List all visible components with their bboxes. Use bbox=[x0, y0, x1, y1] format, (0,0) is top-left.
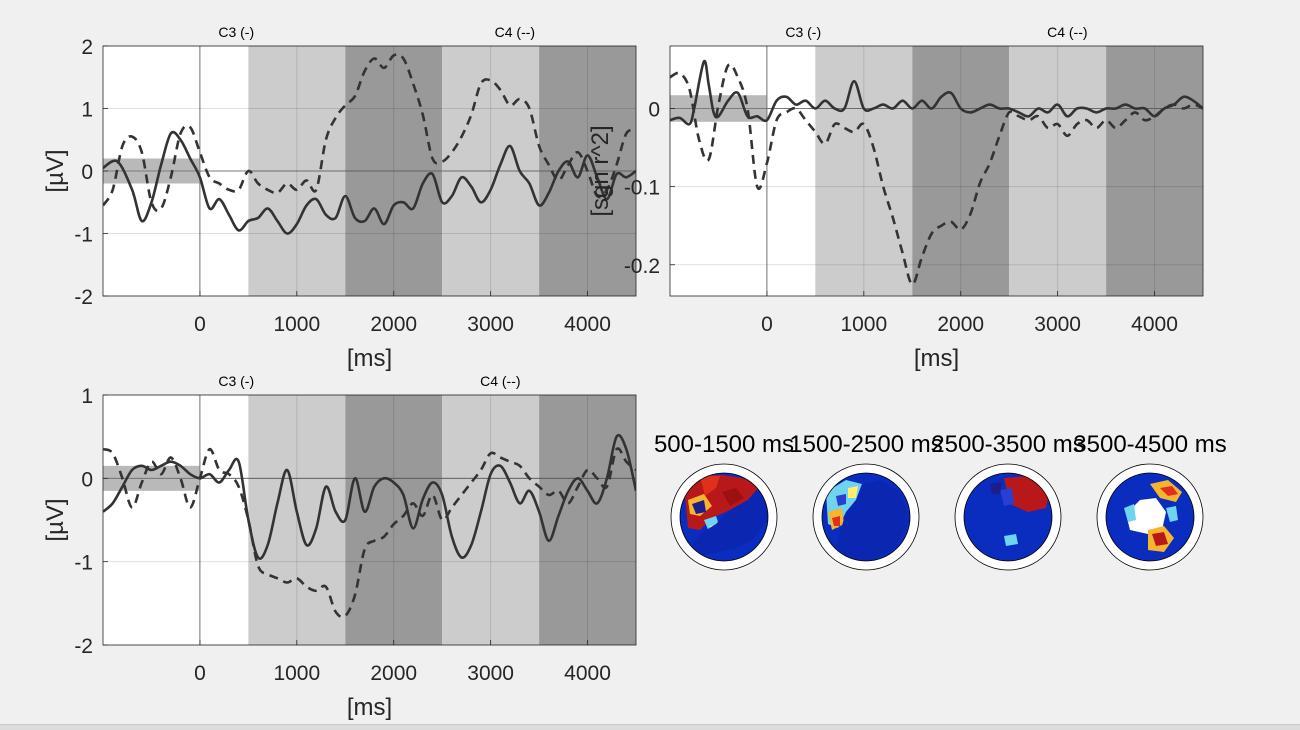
y-tick-label: 2 bbox=[81, 36, 93, 59]
scalp-topography bbox=[1106, 473, 1194, 561]
scalp-map-title: 3500-4500 ms bbox=[1073, 431, 1226, 458]
interval-shading bbox=[442, 395, 540, 645]
x-tick-label: 1000 bbox=[840, 313, 887, 336]
channel-label: C4 (--) bbox=[480, 373, 520, 389]
x-axis-label: [ms] bbox=[347, 345, 392, 372]
y-tick-label: 0 bbox=[81, 468, 93, 491]
interval-shading bbox=[912, 46, 1010, 296]
x-tick-label: 0 bbox=[194, 313, 206, 336]
x-tick-label: 4000 bbox=[1131, 313, 1178, 336]
erp-plot-bottom-left: 0 1000 2000 3000 4000 1 0 -1 -2 C3 (-) C4 (--) [ms]… bbox=[42, 373, 637, 721]
scalp-map-1: 500-1500 ms bbox=[654, 431, 794, 571]
scalp-map-3: 2500-3500 ms bbox=[931, 431, 1085, 571]
x-axis-label: [ms] bbox=[914, 345, 959, 372]
x-tick-label: 2000 bbox=[937, 313, 984, 336]
series-line-c3-solid bbox=[670, 59, 1203, 126]
scalp-map-title: 2500-3500 ms bbox=[931, 431, 1084, 458]
y-axis-label: [µV] bbox=[42, 498, 69, 541]
x-tick-label: 2000 bbox=[370, 313, 417, 336]
scalp-map-title: 1500-2500 ms bbox=[789, 431, 942, 458]
y-tick-label: -2 bbox=[74, 635, 93, 658]
y-tick-label: -0.1 bbox=[624, 177, 660, 200]
y-tick-label: -1 bbox=[74, 224, 93, 247]
x-tick-label: 0 bbox=[194, 662, 206, 685]
channel-label: C4 (--) bbox=[1047, 24, 1087, 40]
x-tick-label: 3000 bbox=[1034, 313, 1081, 336]
y-tick-label: 0 bbox=[81, 161, 93, 184]
scalp-topography bbox=[964, 473, 1052, 561]
interval-shading bbox=[1009, 46, 1107, 296]
x-tick-label: 0 bbox=[761, 313, 773, 336]
erp-plot-top-left: 0 1000 2000 3000 4000 2 1 0 -1 -2 C3 (-) C4 (--) [ms… bbox=[42, 24, 637, 372]
plot-frame bbox=[669, 45, 1204, 297]
x-tick-label: 4000 bbox=[564, 662, 611, 685]
series-line-c3-solid bbox=[103, 434, 636, 560]
x-tick-label: 3000 bbox=[467, 313, 514, 336]
interval-shading bbox=[248, 395, 346, 645]
y-axis-label: [sgn r^2] bbox=[587, 125, 614, 216]
channel-label: C3 (-) bbox=[218, 24, 254, 40]
series-line-c4-dashed bbox=[103, 447, 636, 619]
scalp-map-2: 1500-2500 ms bbox=[789, 431, 943, 571]
plot-frame bbox=[102, 394, 637, 646]
x-tick-label: 3000 bbox=[467, 662, 514, 685]
scalp-topography bbox=[680, 473, 768, 561]
x-tick-label: 1000 bbox=[273, 662, 320, 685]
channel-label: C3 (-) bbox=[785, 24, 821, 40]
interval-shading bbox=[1106, 46, 1203, 296]
y-axis-label: [µV] bbox=[42, 149, 69, 192]
scalp-map-title: 500-1500 ms bbox=[654, 431, 794, 458]
x-axis-label: [ms] bbox=[347, 694, 392, 721]
series-line-c4-dashed bbox=[670, 63, 1203, 286]
x-tick-label: 1000 bbox=[273, 313, 320, 336]
y-tick-label: 1 bbox=[81, 385, 93, 408]
y-tick-label: -1 bbox=[74, 552, 93, 575]
scalp-maps-panel: 500-1500 ms 1500-2500 ms bbox=[654, 431, 1227, 571]
scalp-topography bbox=[822, 473, 910, 561]
channel-label: C4 (--) bbox=[495, 24, 535, 40]
series-line-c3-solid bbox=[103, 130, 636, 235]
y-tick-label: 0 bbox=[648, 99, 660, 122]
y-tick-label: 1 bbox=[81, 99, 93, 122]
scalp-map-4: 3500-4500 ms bbox=[1073, 431, 1227, 571]
y-tick-label: -0.2 bbox=[624, 255, 660, 278]
x-tick-label: 2000 bbox=[370, 662, 417, 685]
interval-shading bbox=[345, 395, 443, 645]
channel-label: C3 (-) bbox=[218, 373, 254, 389]
interval-shading bbox=[815, 46, 913, 296]
x-tick-label: 4000 bbox=[564, 313, 611, 336]
r2-plot-top-right: 0 1000 2000 3000 4000 0 -0.1 -0.2 C3 (-) C4 (--) [… bbox=[587, 24, 1204, 372]
window-bottom-edge bbox=[0, 724, 1300, 730]
y-tick-label: -2 bbox=[74, 286, 93, 309]
series-line-c4-dashed bbox=[103, 53, 636, 213]
